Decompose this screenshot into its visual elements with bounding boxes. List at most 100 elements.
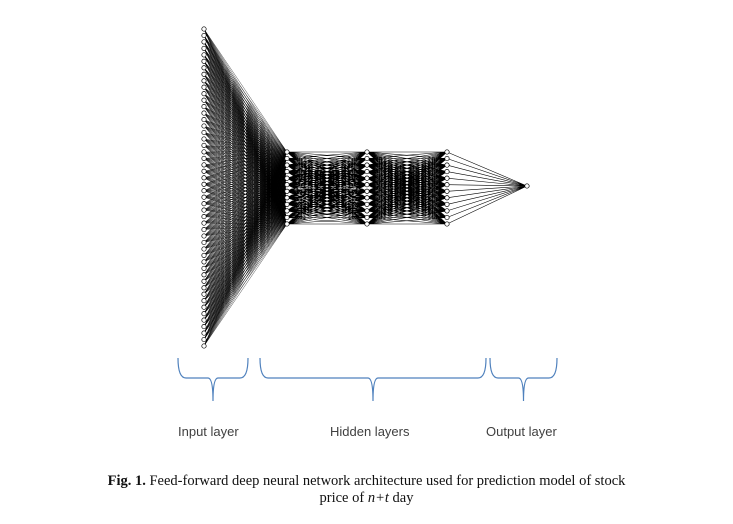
hidden-node bbox=[444, 149, 450, 155]
input-node bbox=[201, 155, 207, 161]
input-node bbox=[201, 304, 207, 310]
hidden-layers-label: Hidden layers bbox=[330, 424, 410, 439]
hidden-node bbox=[284, 195, 290, 201]
input-node bbox=[201, 278, 207, 284]
output-node bbox=[524, 183, 530, 189]
input-node bbox=[201, 336, 207, 343]
input-node bbox=[201, 330, 207, 336]
edges-layer-4-to-5 bbox=[446, 151, 528, 225]
input-node bbox=[201, 246, 207, 252]
input-node bbox=[201, 58, 207, 64]
input-node bbox=[201, 97, 207, 103]
input-node bbox=[201, 285, 207, 291]
input-node bbox=[201, 194, 207, 200]
hidden-node bbox=[364, 182, 370, 188]
hidden-node bbox=[444, 195, 450, 201]
edges-layer-2-to-3 bbox=[286, 151, 368, 225]
caption-variable: n+t bbox=[367, 490, 389, 506]
hidden-node bbox=[284, 175, 290, 181]
input-layer-brace bbox=[177, 357, 249, 402]
input-node bbox=[201, 311, 207, 317]
hidden-node bbox=[284, 162, 290, 168]
input-node bbox=[201, 104, 207, 110]
input-node bbox=[201, 181, 207, 187]
input-node bbox=[201, 129, 207, 136]
hidden-node bbox=[284, 214, 290, 221]
hidden-node bbox=[284, 188, 290, 194]
input-node bbox=[201, 45, 207, 51]
input-node bbox=[201, 227, 207, 233]
hidden-node bbox=[444, 201, 450, 207]
input-node bbox=[201, 233, 207, 239]
hidden-node bbox=[444, 214, 450, 221]
input-node bbox=[201, 26, 207, 32]
hidden-node bbox=[364, 162, 370, 168]
input-node bbox=[201, 201, 207, 207]
input-node bbox=[201, 272, 207, 278]
figure-caption: Fig. 1. Feed-forward deep neural network… bbox=[0, 473, 733, 507]
hidden-node bbox=[364, 201, 370, 207]
input-node bbox=[201, 220, 207, 226]
hidden-node bbox=[284, 182, 290, 188]
network-nodes bbox=[201, 26, 530, 349]
hidden-node bbox=[364, 175, 370, 181]
hidden-node bbox=[444, 175, 450, 181]
input-node bbox=[201, 207, 207, 213]
input-node bbox=[201, 162, 207, 168]
input-node bbox=[201, 317, 207, 323]
input-node bbox=[201, 168, 207, 174]
caption-line-2: price of n+t day bbox=[0, 490, 733, 507]
input-node bbox=[201, 91, 207, 97]
hidden-node bbox=[364, 195, 370, 201]
input-layer-label: Input layer bbox=[178, 424, 239, 439]
hidden-node bbox=[364, 155, 370, 162]
input-node bbox=[201, 78, 207, 84]
hidden-node bbox=[364, 169, 370, 175]
hidden-node bbox=[284, 208, 290, 214]
input-node bbox=[201, 149, 207, 155]
input-node bbox=[201, 252, 207, 258]
input-node bbox=[201, 110, 207, 116]
input-node bbox=[201, 39, 207, 45]
hidden-node bbox=[444, 162, 450, 168]
input-node bbox=[201, 52, 207, 58]
hidden-layers-brace bbox=[259, 357, 487, 402]
input-node bbox=[201, 343, 207, 349]
hidden-node bbox=[364, 221, 370, 227]
input-node bbox=[201, 324, 207, 330]
hidden-node bbox=[444, 188, 450, 194]
input-node bbox=[201, 214, 207, 220]
network-edges bbox=[203, 28, 528, 347]
input-node bbox=[201, 65, 207, 71]
input-node bbox=[201, 84, 207, 90]
hidden-node bbox=[444, 169, 450, 175]
caption-line-1: Fig. 1. Feed-forward deep neural network… bbox=[0, 473, 733, 490]
input-node bbox=[201, 71, 207, 77]
hidden-node bbox=[284, 221, 290, 227]
input-node bbox=[201, 32, 207, 39]
hidden-node bbox=[364, 214, 370, 221]
edges-layer-3-to-4 bbox=[366, 151, 448, 225]
hidden-node bbox=[284, 155, 290, 162]
layer-braces bbox=[177, 357, 558, 402]
input-node bbox=[201, 136, 207, 142]
input-node bbox=[201, 188, 207, 194]
caption-text-3: day bbox=[388, 490, 414, 506]
hidden-node bbox=[284, 169, 290, 175]
input-node bbox=[201, 123, 207, 129]
hidden-node bbox=[284, 149, 290, 155]
input-node bbox=[201, 239, 207, 246]
input-node bbox=[201, 142, 207, 148]
input-node bbox=[201, 298, 207, 304]
input-node bbox=[201, 259, 207, 265]
hidden-node bbox=[444, 208, 450, 214]
caption-text-2: price of bbox=[319, 490, 368, 506]
caption-text-1: Feed-forward deep neural network archite… bbox=[145, 473, 626, 489]
input-node bbox=[201, 291, 207, 297]
hidden-node bbox=[444, 182, 450, 188]
input-node bbox=[201, 117, 207, 123]
output-layer-brace bbox=[489, 357, 558, 402]
output-layer-label: Output layer bbox=[486, 424, 557, 439]
hidden-node bbox=[444, 221, 450, 227]
